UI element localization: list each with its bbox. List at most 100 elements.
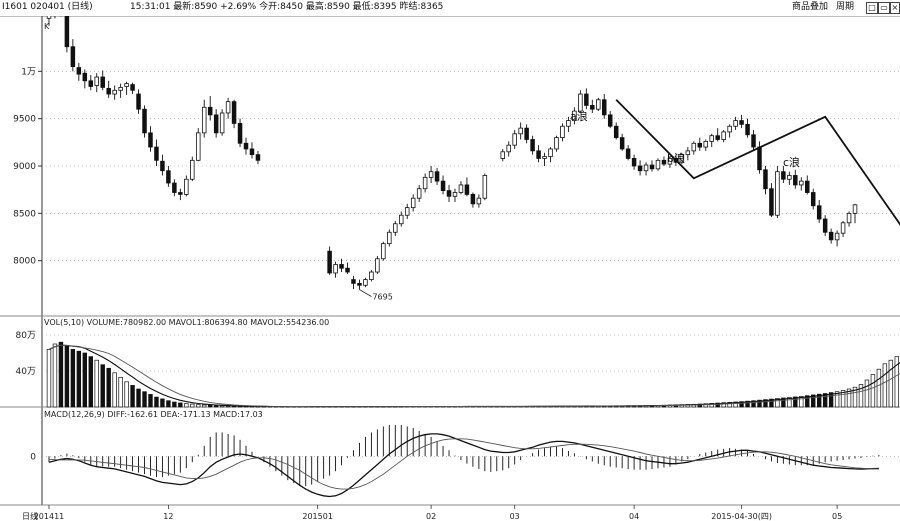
candle-down: [440, 180, 446, 192]
candle-down: [470, 193, 476, 205]
volume-bar: [88, 356, 93, 408]
volume-panel: 40万 80万 VOL(5,10) VOLUME:780982.00 MAVOL1:…: [16, 318, 900, 408]
stock-chart: 80008500900095001万K108157695a浪b浪c浪 40万80…: [0, 16, 900, 521]
volume-bar: [196, 404, 201, 408]
k-label: K: [44, 22, 50, 31]
candle-up: [184, 178, 189, 195]
candle-down: [637, 165, 643, 172]
candle-down: [661, 159, 667, 165]
candle-down: [76, 67, 82, 75]
extreme-mark-leader: [359, 289, 372, 297]
candle-down: [793, 175, 798, 186]
candle-up: [333, 264, 338, 274]
maximize-window-button[interactable]: ▭: [878, 2, 890, 14]
candle-up: [512, 133, 517, 146]
price-tick-label: 9500: [13, 115, 36, 125]
volume-bar: [751, 400, 756, 408]
volume-bar: [763, 399, 768, 408]
candle-down: [434, 171, 440, 182]
candle-down: [607, 114, 613, 127]
volume-bar: [852, 386, 858, 408]
candle-up: [124, 83, 129, 87]
candle-up: [721, 131, 726, 140]
wave-annotation-2: b浪: [667, 151, 685, 165]
candle-up: [416, 188, 422, 199]
volume-bar: [225, 405, 231, 408]
period-button[interactable]: 周期: [836, 2, 855, 12]
volume-bar: [864, 379, 870, 408]
mavol2-line: [48, 344, 900, 408]
candle-up: [118, 87, 123, 91]
volume-tick-label: 40万: [16, 367, 36, 377]
candle-down: [88, 80, 94, 87]
candle-up: [476, 197, 482, 205]
candle-down: [584, 93, 589, 106]
candle-down: [166, 170, 171, 184]
candle-down: [446, 190, 452, 197]
candle-down: [763, 169, 768, 190]
candle-up: [381, 243, 386, 260]
restore-window-button[interactable]: □: [866, 2, 878, 14]
candle-down: [178, 192, 183, 195]
candle-down: [142, 108, 147, 134]
candle-down: [631, 158, 637, 167]
date-tick-label: 05: [832, 512, 842, 521]
candle-up: [201, 106, 207, 134]
overlay-button[interactable]: 商品叠加: [792, 2, 829, 12]
candle-up: [799, 180, 804, 186]
volume-bar: [793, 396, 798, 408]
volume-bar: [190, 403, 195, 408]
volume-bar: [721, 402, 726, 408]
volume-bar: [142, 391, 147, 408]
candle-down: [536, 150, 541, 159]
candle-up: [840, 222, 846, 234]
date-axis: 日线201411122015010203042015-04-30(四)05070…: [22, 505, 842, 521]
candle-down: [160, 160, 165, 172]
candle-up: [834, 232, 840, 241]
candle-up: [852, 204, 858, 214]
candle-up: [112, 89, 117, 95]
volume-bar: [178, 402, 183, 408]
volume-bar: [811, 394, 816, 408]
date-tick-label: 12: [163, 512, 173, 521]
candle-down: [249, 148, 255, 156]
volume-bar: [769, 398, 774, 408]
header-bar: I1601 020401 (日线) 15:31:01 最新:8590 +2.69…: [0, 0, 900, 17]
candle-down: [100, 76, 105, 88]
candle-down: [130, 84, 135, 91]
volume-bar: [70, 349, 76, 408]
instrument-code: I1601 020401 (日线): [2, 2, 93, 12]
candle-down: [810, 192, 816, 207]
candle-down: [106, 87, 111, 95]
volume-bar: [739, 401, 744, 408]
candle-down: [715, 135, 720, 140]
candle-down: [154, 146, 159, 161]
candle-down: [649, 164, 655, 170]
price-tick-label: 8000: [13, 257, 36, 267]
volume-bar: [94, 359, 99, 408]
macd-zero-label: 0: [30, 452, 36, 462]
volume-legend: VOL(5,10) VOLUME:780982.00 MAVOL1:806394…: [44, 318, 329, 327]
date-tick-label: 2015-04-30(四): [711, 512, 772, 521]
candle-down: [237, 123, 243, 144]
volume-bar: [207, 405, 213, 408]
macd-dea-line: [48, 438, 879, 490]
volume-bar: [799, 396, 804, 408]
volume-bar: [787, 397, 792, 408]
candle-up: [500, 151, 506, 159]
candle-up: [548, 148, 553, 157]
volume-bar: [757, 399, 762, 408]
candle-up: [691, 142, 697, 152]
candle-down: [828, 231, 834, 241]
candle-up: [375, 258, 380, 273]
volume-bar: [733, 401, 738, 408]
candle-down: [751, 134, 756, 148]
volume-bar: [213, 405, 219, 408]
candle-up: [566, 120, 571, 127]
volume-bar: [166, 400, 171, 408]
candle-up: [542, 156, 547, 159]
volume-bar: [828, 392, 834, 408]
volume-tick-label: 80万: [16, 331, 36, 341]
candle-up: [554, 137, 559, 150]
close-window-button[interactable]: ×: [890, 2, 900, 14]
